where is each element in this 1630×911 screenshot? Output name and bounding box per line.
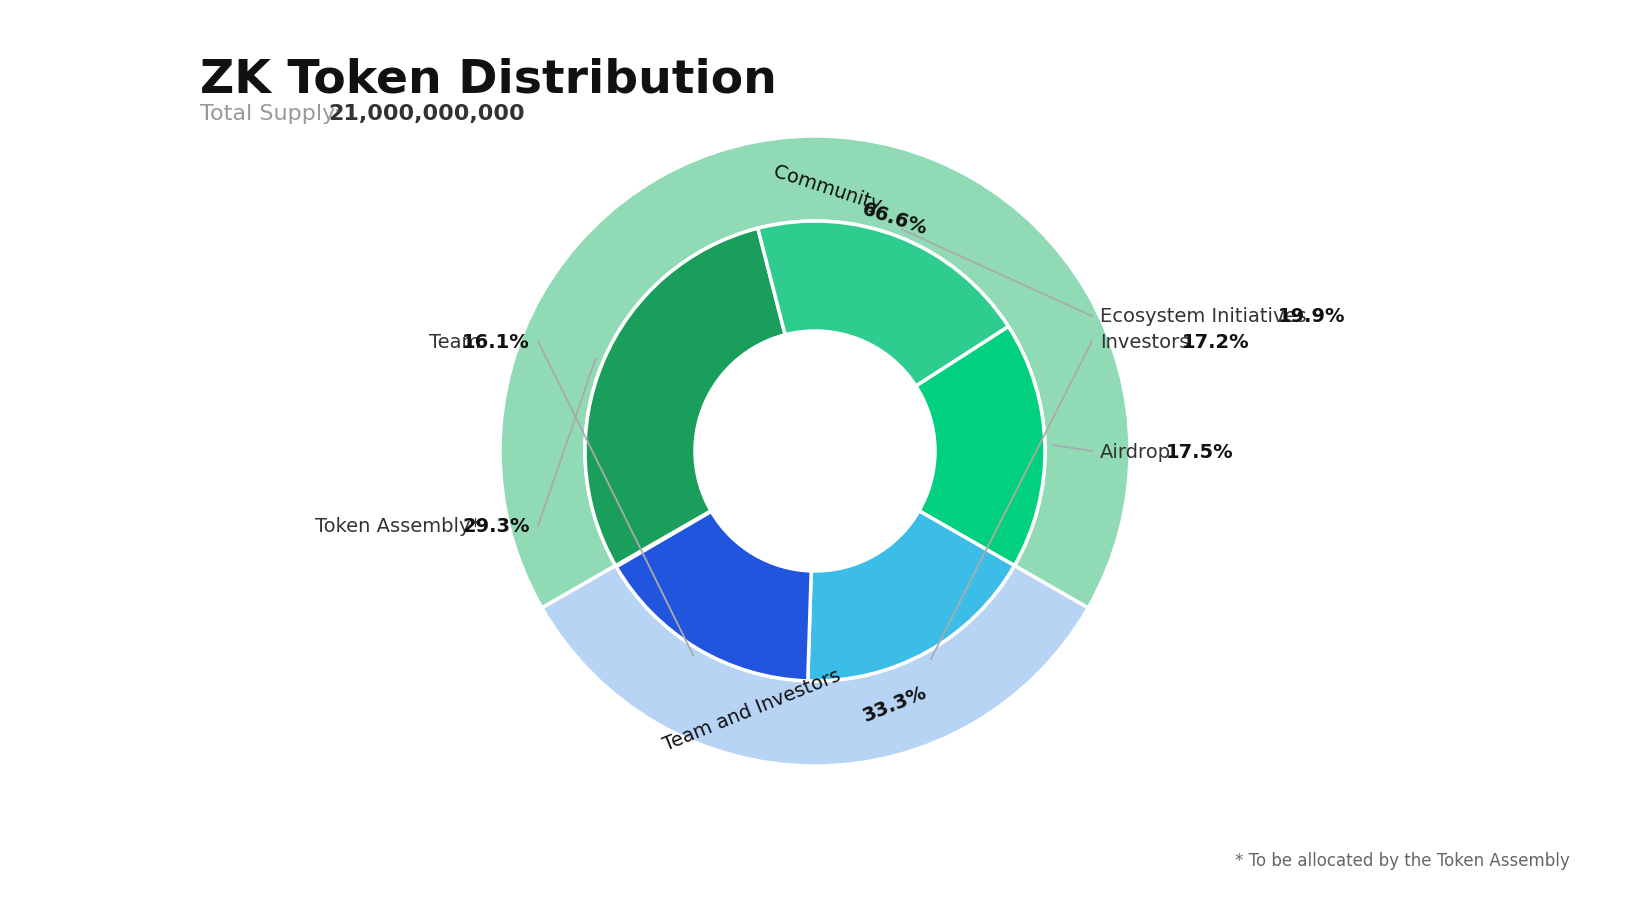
Text: 29.3%: 29.3% xyxy=(463,517,530,536)
Text: Total Supply:: Total Supply: xyxy=(200,104,349,124)
Text: 17.5%: 17.5% xyxy=(1165,442,1234,461)
Text: 66.6%: 66.6% xyxy=(861,200,931,239)
Text: Airdrop: Airdrop xyxy=(1100,442,1170,461)
Wedge shape xyxy=(616,512,812,681)
Wedge shape xyxy=(500,137,1130,609)
Text: * To be allocated by the Token Assembly: * To be allocated by the Token Assembly xyxy=(1236,851,1570,869)
Text: ZK Token Distribution: ZK Token Distribution xyxy=(200,57,778,102)
Text: 33.3%: 33.3% xyxy=(861,682,929,725)
Wedge shape xyxy=(541,566,1089,766)
Text: Investors: Investors xyxy=(1100,333,1190,351)
Text: Token Assembly*: Token Assembly* xyxy=(315,517,479,536)
Text: Team and Investors: Team and Investors xyxy=(660,663,849,754)
Text: 21,000,000,000: 21,000,000,000 xyxy=(329,104,525,124)
Wedge shape xyxy=(916,327,1045,566)
Text: Community: Community xyxy=(771,162,890,217)
Text: 16.1%: 16.1% xyxy=(463,333,530,351)
Circle shape xyxy=(694,332,936,571)
Text: Team: Team xyxy=(429,333,479,351)
Text: Ecosystem Initiatives: Ecosystem Initiatives xyxy=(1100,307,1307,326)
Wedge shape xyxy=(808,511,1014,681)
Text: 17.2%: 17.2% xyxy=(1182,333,1250,351)
Wedge shape xyxy=(758,221,1009,386)
Text: 19.9%: 19.9% xyxy=(1278,307,1345,326)
Wedge shape xyxy=(585,229,786,566)
